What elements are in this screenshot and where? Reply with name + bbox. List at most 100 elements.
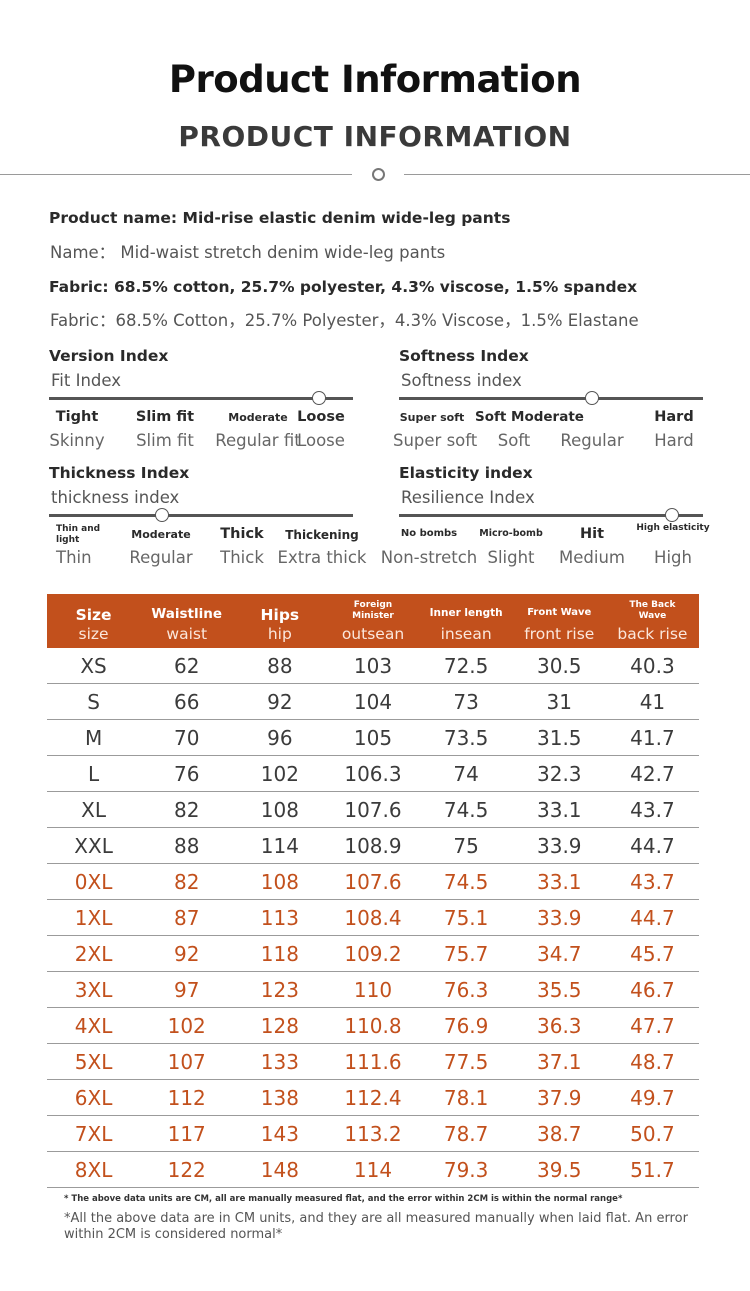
table-cell: 2XL <box>74 942 113 966</box>
table-cell: 76 <box>173 762 200 786</box>
elasticity-option: Micro-bomb Slight <box>479 528 543 567</box>
table-cell: 75 <box>453 834 479 858</box>
column-header-hip: Hips hip <box>260 606 300 643</box>
product-name-translation: Name： Mid-waist stretch denim wide-leg p… <box>50 243 446 262</box>
thickness-index-track <box>49 514 353 517</box>
table-cell: 97 <box>173 978 200 1002</box>
table-cell: 110.8 <box>344 1014 402 1038</box>
column-header-waist: Waistline waist <box>151 606 223 643</box>
table-row: 4XL 102 128 110.8 76.9 36.3 47.7 <box>47 1008 699 1044</box>
table-cell: 5XL <box>74 1050 113 1074</box>
table-cell: 106.3 <box>344 762 402 786</box>
table-cell: 41.7 <box>630 726 675 750</box>
divider-line-right <box>404 174 750 175</box>
table-cell: 1XL <box>74 906 113 930</box>
table-cell: 128 <box>260 1014 299 1038</box>
table-row: L 76 102 106.3 74 32.3 42.7 <box>47 756 699 792</box>
table-cell: 72.5 <box>443 654 489 678</box>
table-cell: 107 <box>167 1050 206 1074</box>
table-cell: XS <box>80 654 107 678</box>
fabric-composition-translation: Fabric：68.5% Cotton，25.7% Polyester，4.3%… <box>50 311 639 330</box>
table-cell: 108.4 <box>344 906 402 930</box>
elasticity-index-subtitle: Resilience Index <box>401 488 535 507</box>
table-cell: 79.3 <box>443 1158 489 1182</box>
table-cell: 36.3 <box>537 1014 582 1038</box>
table-cell: 96 <box>267 726 293 750</box>
table-cell: 39.5 <box>537 1158 582 1182</box>
table-cell: 51.7 <box>630 1158 675 1182</box>
table-row: XS 62 88 103 72.5 30.5 40.3 <box>47 648 699 684</box>
version-index-title: Version Index <box>49 347 169 365</box>
elasticity-option: Hit Medium <box>559 526 625 567</box>
table-cell: 108 <box>260 798 299 822</box>
footnote-units: * The above data units are CM, all are m… <box>64 1194 623 1204</box>
thickness-option: Moderate Regular <box>129 528 193 567</box>
column-header-front-rise: Front Wave front rise <box>524 607 595 643</box>
table-row: 2XL 92 118 109.2 75.7 34.7 45.7 <box>47 936 699 972</box>
table-cell: 48.7 <box>630 1050 675 1074</box>
softness-option: Soft Moderate Soft <box>475 409 584 450</box>
table-cell: 33.9 <box>537 906 582 930</box>
table-cell: 114 <box>353 1158 393 1182</box>
version-index-knob <box>312 391 326 405</box>
table-cell: 50.7 <box>630 1122 675 1146</box>
table-cell: 31 <box>546 690 572 714</box>
thickness-option: Thickening Extra thick <box>277 528 367 567</box>
version-option: Tight Skinny <box>49 409 105 450</box>
version-index-subtitle: Fit Index <box>51 371 122 390</box>
table-cell: 112.4 <box>344 1086 402 1110</box>
table-cell: 112 <box>167 1086 206 1110</box>
table-cell: 133 <box>260 1050 299 1074</box>
table-cell: 102 <box>167 1014 206 1038</box>
table-cell: 143 <box>260 1122 299 1146</box>
table-cell: S <box>87 690 100 714</box>
table-cell: 0XL <box>74 870 113 894</box>
thickness-index: Thickness Index thickness index Thin and… <box>49 464 366 574</box>
table-cell: 111.6 <box>344 1050 402 1074</box>
table-row: S 66 92 104 73 31 41 <box>47 684 699 720</box>
table-row: 8XL 122 148 114 79.3 39.5 51.7 <box>47 1152 699 1188</box>
divider-line-left <box>0 174 352 175</box>
table-cell: 44.7 <box>630 834 675 858</box>
table-cell: 66 <box>173 690 200 714</box>
table-cell: 107.6 <box>344 798 402 822</box>
table-row: M 70 96 105 73.5 31.5 41.7 <box>47 720 699 756</box>
softness-index-track <box>399 397 703 400</box>
table-cell: 75.1 <box>443 906 489 930</box>
table-cell: 118 <box>260 942 299 966</box>
elasticity-option: High elasticity High <box>636 523 710 567</box>
softness-index-knob <box>585 391 599 405</box>
table-cell: 114 <box>260 834 299 858</box>
table-cell: 44.7 <box>630 906 675 930</box>
table-cell: 148 <box>260 1158 299 1182</box>
table-cell: 37.9 <box>537 1086 582 1110</box>
table-cell: 78.1 <box>443 1086 489 1110</box>
elasticity-index-knob <box>665 508 679 522</box>
table-cell: 88 <box>173 834 200 858</box>
table-cell: 33.1 <box>537 798 582 822</box>
thickness-option: Thin and light Thin <box>56 524 101 567</box>
table-cell: 82 <box>173 870 200 894</box>
table-row: XL 82 108 107.6 74.5 33.1 43.7 <box>47 792 699 828</box>
table-cell: 123 <box>260 978 299 1002</box>
table-cell: 108.9 <box>344 834 402 858</box>
footnote-units-translation: *All the above data are in CM units, and… <box>64 1211 688 1242</box>
version-option: Moderate Regular fit <box>215 411 301 450</box>
table-cell: 76.3 <box>443 978 489 1002</box>
thickness-index-knob <box>155 508 169 522</box>
table-cell: 88 <box>267 654 293 678</box>
version-option: Loose Loose <box>297 409 345 450</box>
table-cell: 73.5 <box>443 726 489 750</box>
table-cell: 75.7 <box>443 942 489 966</box>
table-cell: 87 <box>173 906 200 930</box>
table-cell: 113.2 <box>344 1122 402 1146</box>
fabric-composition: Fabric: 68.5% cotton, 25.7% polyester, 4… <box>49 278 638 296</box>
table-cell: 92 <box>267 690 293 714</box>
elasticity-index: Elasticity index Resilience Index No bom… <box>381 464 710 574</box>
page-title: Product Information <box>168 58 582 101</box>
thickness-index-subtitle: thickness index <box>51 488 180 507</box>
table-cell: L <box>87 762 100 786</box>
table-cell: 110 <box>353 978 393 1002</box>
table-row: 6XL 112 138 112.4 78.1 37.9 49.7 <box>47 1080 699 1116</box>
table-cell: 43.7 <box>630 870 675 894</box>
